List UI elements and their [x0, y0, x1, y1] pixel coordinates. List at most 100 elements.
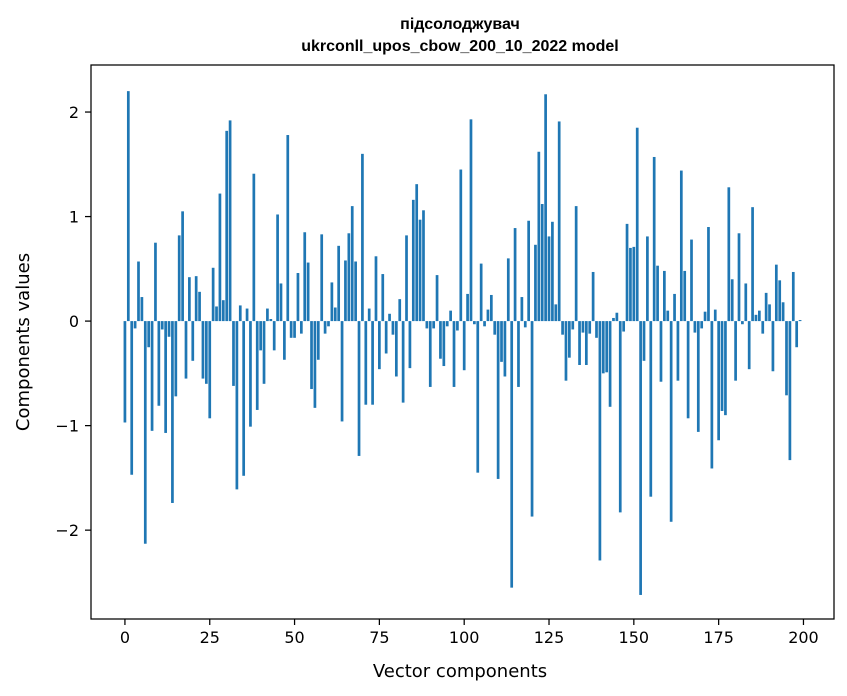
bar-86 — [415, 184, 419, 322]
bar-182 — [741, 321, 744, 325]
x-tick-label: 25 — [200, 628, 220, 647]
bar-177 — [724, 321, 727, 416]
bar-166 — [686, 321, 690, 419]
bar-9 — [154, 242, 157, 322]
bar-29 — [221, 300, 225, 322]
bar-108 — [489, 294, 493, 322]
bar-169 — [696, 321, 700, 432]
bar-92 — [435, 275, 439, 322]
bar-135 — [581, 321, 585, 333]
bar-59 — [323, 321, 327, 334]
bar-75 — [378, 321, 381, 370]
bar-102 — [469, 119, 473, 322]
bar-160 — [666, 310, 670, 322]
bar-193 — [778, 280, 782, 322]
bar-117 — [520, 297, 524, 322]
bar-2 — [130, 321, 134, 475]
bar-133 — [574, 206, 578, 322]
bar-26 — [211, 267, 215, 322]
bar-98 — [456, 321, 459, 331]
bar-64 — [340, 321, 344, 422]
bar-176 — [720, 321, 724, 411]
bar-45 — [276, 214, 279, 322]
bar-31 — [228, 120, 232, 322]
bar-121 — [534, 244, 537, 322]
bar-194 — [781, 302, 785, 322]
bar-73 — [371, 321, 374, 405]
bar-77 — [384, 321, 388, 354]
bar-67 — [350, 206, 354, 322]
bar-174 — [713, 309, 717, 322]
bar-94 — [442, 321, 446, 367]
bar-79 — [391, 321, 395, 335]
bar-187 — [758, 310, 761, 322]
bar-188 — [761, 321, 765, 334]
bar-5 — [140, 297, 144, 322]
bar-120 — [530, 321, 534, 517]
y-tick-label: −1 — [55, 417, 79, 436]
x-tick-label: 100 — [449, 628, 480, 647]
bar-147 — [622, 321, 626, 332]
bar-167 — [690, 239, 693, 322]
bar-195 — [785, 321, 788, 396]
bar-184 — [747, 321, 751, 370]
bar-162 — [673, 293, 676, 322]
bar-13 — [167, 321, 171, 337]
bar-10 — [157, 321, 161, 406]
bar-125 — [547, 236, 551, 322]
bar-185 — [751, 207, 754, 322]
bar-25 — [208, 321, 212, 419]
bar-128 — [557, 121, 561, 322]
bar-14 — [171, 321, 174, 503]
bar-123 — [540, 204, 544, 322]
bar-173 — [710, 321, 714, 469]
bar-93 — [439, 321, 442, 359]
bar-109 — [493, 321, 497, 335]
bar-88 — [422, 210, 425, 322]
bar-38 — [252, 173, 256, 322]
bar-101 — [466, 293, 469, 322]
bar-56 — [313, 321, 317, 408]
bar-36 — [245, 308, 249, 322]
bar-44 — [272, 321, 276, 351]
bar-118 — [523, 321, 527, 328]
bar-95 — [445, 321, 449, 327]
bar-40 — [259, 321, 262, 351]
bar-3 — [133, 321, 137, 329]
bar-30 — [225, 130, 229, 322]
x-axis-ticks: 0 25 50 75 100 125 150 175 200 — [120, 619, 819, 647]
bar-116 — [517, 321, 520, 387]
bar-4 — [137, 261, 140, 322]
bar-146 — [618, 321, 622, 513]
bar-127 — [554, 304, 558, 322]
bar-159 — [663, 270, 666, 322]
bar-104 — [476, 321, 480, 473]
bar-27 — [215, 306, 218, 322]
bar-50 — [293, 321, 296, 338]
bar-165 — [683, 270, 687, 322]
bar-112 — [503, 321, 507, 377]
bar-24 — [204, 321, 208, 384]
bar-150 — [632, 246, 636, 322]
bar-156 — [652, 156, 656, 322]
y-axis-label: Components values — [13, 253, 34, 431]
bar-113 — [506, 258, 510, 322]
bar-16 — [177, 235, 181, 322]
bar-180 — [734, 321, 737, 381]
bar-130 — [564, 321, 568, 381]
x-tick-label: 125 — [534, 628, 565, 647]
x-tick-label: 75 — [369, 628, 389, 647]
bar-66 — [347, 233, 351, 322]
x-tick-label: 175 — [703, 628, 734, 647]
bar-47 — [283, 321, 286, 360]
bar-172 — [707, 227, 710, 322]
bar-141 — [601, 321, 605, 374]
bar-152 — [639, 321, 642, 595]
bar-91 — [432, 321, 436, 329]
bar-19 — [188, 277, 191, 322]
bar-0 — [123, 321, 127, 423]
bar-124 — [544, 94, 547, 322]
bar-21 — [194, 276, 198, 322]
bar-8 — [150, 321, 154, 431]
